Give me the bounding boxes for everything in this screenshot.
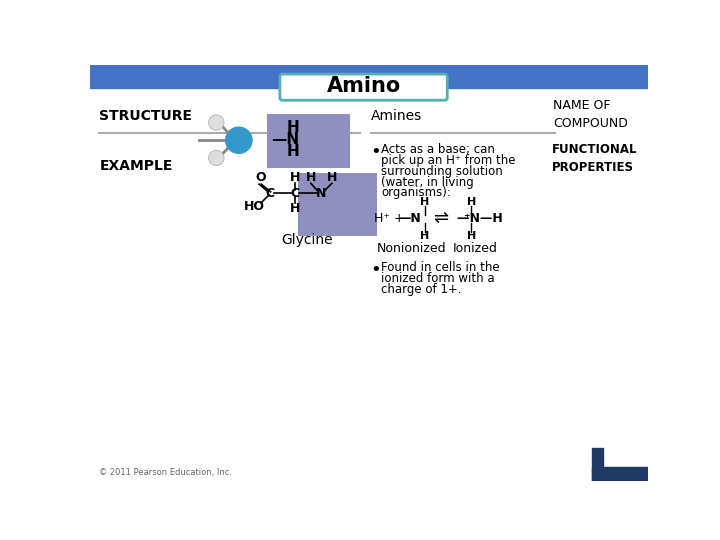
Text: STRUCTURE: STRUCTURE bbox=[99, 109, 192, 123]
Text: O: O bbox=[255, 172, 266, 185]
Text: Glycine: Glycine bbox=[282, 233, 333, 247]
Text: C: C bbox=[291, 187, 300, 200]
Text: organisms):: organisms): bbox=[382, 186, 451, 199]
Text: •: • bbox=[371, 261, 382, 279]
Text: Amines: Amines bbox=[371, 109, 422, 123]
Text: Found in cells in the: Found in cells in the bbox=[382, 261, 500, 274]
Text: NAME OF
COMPOUND: NAME OF COMPOUND bbox=[554, 99, 629, 130]
Text: HO: HO bbox=[244, 200, 265, 213]
Text: H: H bbox=[290, 202, 300, 215]
Circle shape bbox=[225, 127, 252, 153]
Text: H: H bbox=[420, 231, 429, 241]
Text: Amino: Amino bbox=[326, 76, 401, 96]
Text: surrounding solution: surrounding solution bbox=[382, 165, 503, 178]
Bar bbox=[593, 467, 648, 481]
Text: —: — bbox=[456, 212, 469, 225]
Text: ionized form with a: ionized form with a bbox=[382, 272, 495, 285]
Text: •: • bbox=[371, 143, 382, 161]
FancyBboxPatch shape bbox=[297, 173, 377, 236]
FancyBboxPatch shape bbox=[280, 74, 447, 100]
Text: H: H bbox=[420, 197, 429, 207]
Text: (water, in living: (water, in living bbox=[382, 176, 474, 188]
Text: FUNCTIONAL
PROPERTIES: FUNCTIONAL PROPERTIES bbox=[552, 143, 637, 174]
Text: EXAMPLE: EXAMPLE bbox=[99, 159, 173, 173]
Text: H: H bbox=[306, 172, 316, 185]
Circle shape bbox=[209, 150, 224, 166]
Text: Nonionized: Nonionized bbox=[377, 241, 446, 254]
Text: —N: —N bbox=[398, 212, 421, 225]
Text: H: H bbox=[467, 197, 476, 207]
Text: H: H bbox=[287, 120, 300, 136]
Text: C: C bbox=[265, 187, 274, 200]
Text: H: H bbox=[290, 172, 300, 185]
Text: Ionized: Ionized bbox=[453, 241, 498, 254]
Text: —N: —N bbox=[271, 132, 300, 147]
Text: ⁺N—H: ⁺N—H bbox=[463, 212, 503, 225]
Text: ⇌: ⇌ bbox=[433, 209, 448, 227]
Circle shape bbox=[209, 115, 224, 130]
Text: H: H bbox=[327, 172, 337, 185]
Text: pick up an H⁺ from the: pick up an H⁺ from the bbox=[382, 154, 516, 167]
Text: © 2011 Pearson Education, Inc.: © 2011 Pearson Education, Inc. bbox=[99, 468, 233, 477]
Bar bbox=[593, 448, 603, 481]
Text: H⁺ +: H⁺ + bbox=[374, 212, 404, 225]
FancyBboxPatch shape bbox=[266, 114, 351, 168]
Text: Acts as a base; can: Acts as a base; can bbox=[382, 143, 495, 157]
Text: H: H bbox=[287, 144, 300, 159]
Text: N: N bbox=[316, 187, 326, 200]
Text: charge of 1+.: charge of 1+. bbox=[382, 283, 462, 296]
Bar bbox=[90, 65, 648, 88]
Text: H: H bbox=[467, 231, 476, 241]
